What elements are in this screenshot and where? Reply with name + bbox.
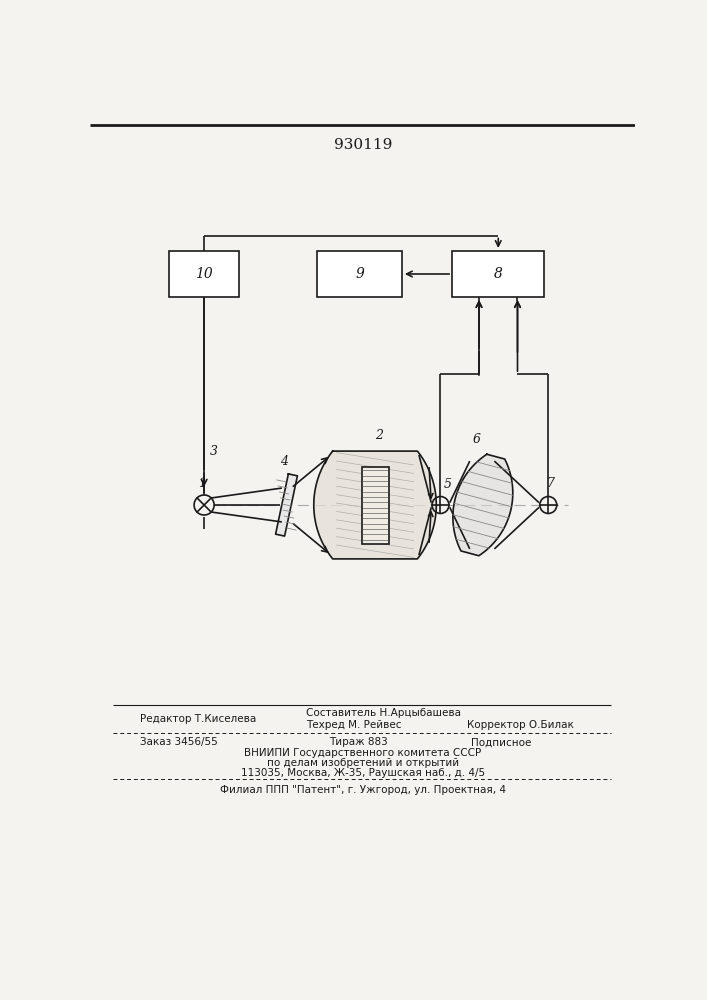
Text: ВНИИПИ Государственного комитета СССР: ВНИИПИ Государственного комитета СССР: [244, 748, 481, 758]
Text: 5: 5: [444, 478, 452, 491]
Text: по делам изобретений и открытий: по делам изобретений и открытий: [267, 758, 459, 768]
Text: Заказ 3456/55: Заказ 3456/55: [140, 737, 218, 747]
Text: Составитель Н.Арцыбашева: Составитель Н.Арцыбашева: [305, 708, 461, 718]
Bar: [361, 466, 389, 544]
Polygon shape: [453, 454, 513, 556]
Text: 930119: 930119: [334, 138, 392, 152]
Text: 7: 7: [547, 477, 554, 490]
Text: 2: 2: [375, 429, 383, 442]
Text: 6: 6: [473, 433, 481, 446]
Polygon shape: [276, 474, 298, 536]
Text: 3: 3: [210, 445, 218, 458]
Text: 10: 10: [195, 267, 213, 281]
Text: Филиал ППП "Патент", г. Ужгород, ул. Проектная, 4: Филиал ППП "Патент", г. Ужгород, ул. Про…: [220, 785, 506, 795]
Text: Техред М. Рейвес: Техред М. Рейвес: [305, 720, 402, 730]
Bar: [317, 251, 402, 297]
Text: 113035, Москва, Ж-35, Раушская наб., д. 4/5: 113035, Москва, Ж-35, Раушская наб., д. …: [240, 768, 485, 778]
Text: Подписное: Подписное: [472, 737, 532, 747]
Text: Редактор Т.Киселева: Редактор Т.Киселева: [140, 714, 257, 724]
Text: 8: 8: [493, 267, 503, 281]
Text: Тираж 883: Тираж 883: [329, 737, 387, 747]
Text: 1: 1: [198, 477, 206, 490]
Text: 9: 9: [355, 267, 364, 281]
Text: Корректор О.Билак: Корректор О.Билак: [467, 720, 574, 730]
Bar: [452, 251, 544, 297]
Text: 4: 4: [280, 455, 288, 468]
Polygon shape: [314, 451, 436, 559]
Bar: [170, 251, 239, 297]
